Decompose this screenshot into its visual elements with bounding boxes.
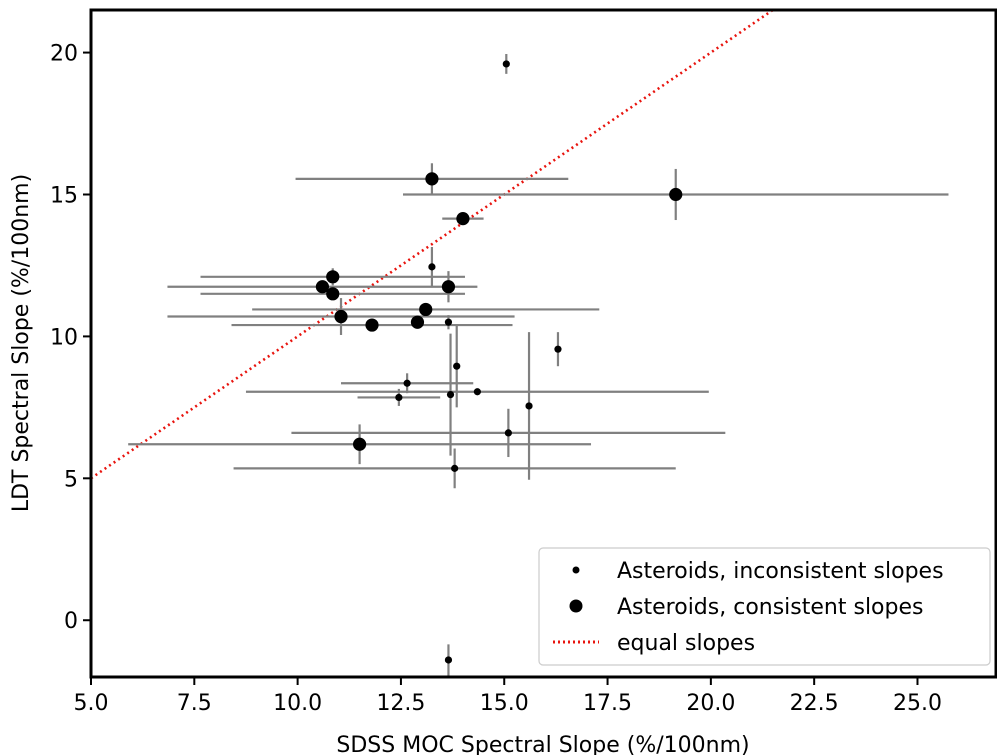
y-tick-label: 20	[50, 42, 78, 67]
y-tick-label: 15	[50, 183, 78, 208]
point-inconsistent	[525, 402, 533, 410]
legend-label-inconsistent: Asteroids, inconsistent slopes	[617, 559, 944, 584]
axis-ticks: 5.0 7.5 10.0 12.5 15.0 17.5 20.0 22.5 25.0 0 5 10 15…	[50, 42, 942, 716]
point-consistent	[353, 437, 367, 451]
x-tick-label: 22.5	[790, 691, 839, 716]
point-inconsistent	[395, 393, 403, 402]
plot-area	[91, 10, 949, 676]
point-consistent	[410, 315, 425, 329]
x-tick-label: 17.5	[583, 691, 632, 716]
point-consistent	[425, 172, 439, 186]
point-inconsistent	[504, 429, 512, 437]
point-consistent	[315, 280, 330, 294]
y-tick-label: 5	[64, 467, 78, 492]
x-tick-label: 7.5	[177, 691, 212, 716]
x-tick-label: 10.0	[273, 691, 322, 716]
point-inconsistent	[444, 656, 453, 664]
legend-marker-inconsistent	[572, 566, 580, 574]
legend: Asteroids, inconsistent slopes Asteroids…	[538, 547, 991, 666]
x-tick-label: 25.0	[893, 691, 942, 716]
x-tick-label: 5.0	[74, 691, 109, 716]
y-tick-label: 0	[64, 609, 78, 634]
point-inconsistent	[446, 390, 455, 399]
point-inconsistent	[473, 388, 481, 396]
x-tick-label: 12.5	[376, 691, 425, 716]
point-inconsistent	[554, 345, 562, 353]
point-inconsistent	[428, 263, 436, 271]
point-inconsistent	[403, 379, 411, 387]
legend-label-equal-slopes: equal slopes	[617, 631, 755, 656]
point-consistent	[334, 309, 348, 324]
point-consistent	[456, 212, 470, 226]
axes-frame	[89, 8, 997, 679]
point-inconsistent	[444, 318, 453, 326]
x-axis-label: SDSS MOC Spectral Slope (%/100nm)	[336, 733, 749, 755]
point-inconsistent	[502, 60, 510, 68]
legend-label-consistent: Asteroids, consistent slopes	[617, 595, 923, 620]
point-inconsistent	[451, 464, 459, 472]
equal-slopes-line	[91, 10, 776, 480]
y-axis-label: LDT Spectral Slope (%/100nm)	[9, 174, 34, 512]
point-inconsistent	[453, 362, 461, 370]
x-tick-label: 20.0	[686, 691, 735, 716]
point-consistent	[326, 270, 340, 284]
point-consistent	[669, 187, 683, 202]
point-consistent	[365, 318, 379, 332]
point-consistent	[441, 280, 456, 294]
x-tick-label: 15.0	[480, 691, 529, 716]
axes-border	[89, 8, 997, 679]
point-consistent	[419, 302, 433, 317]
legend-marker-consistent	[569, 599, 583, 613]
y-tick-label: 10	[50, 325, 78, 350]
point-consistent	[326, 287, 340, 301]
legend-frame	[538, 547, 991, 666]
